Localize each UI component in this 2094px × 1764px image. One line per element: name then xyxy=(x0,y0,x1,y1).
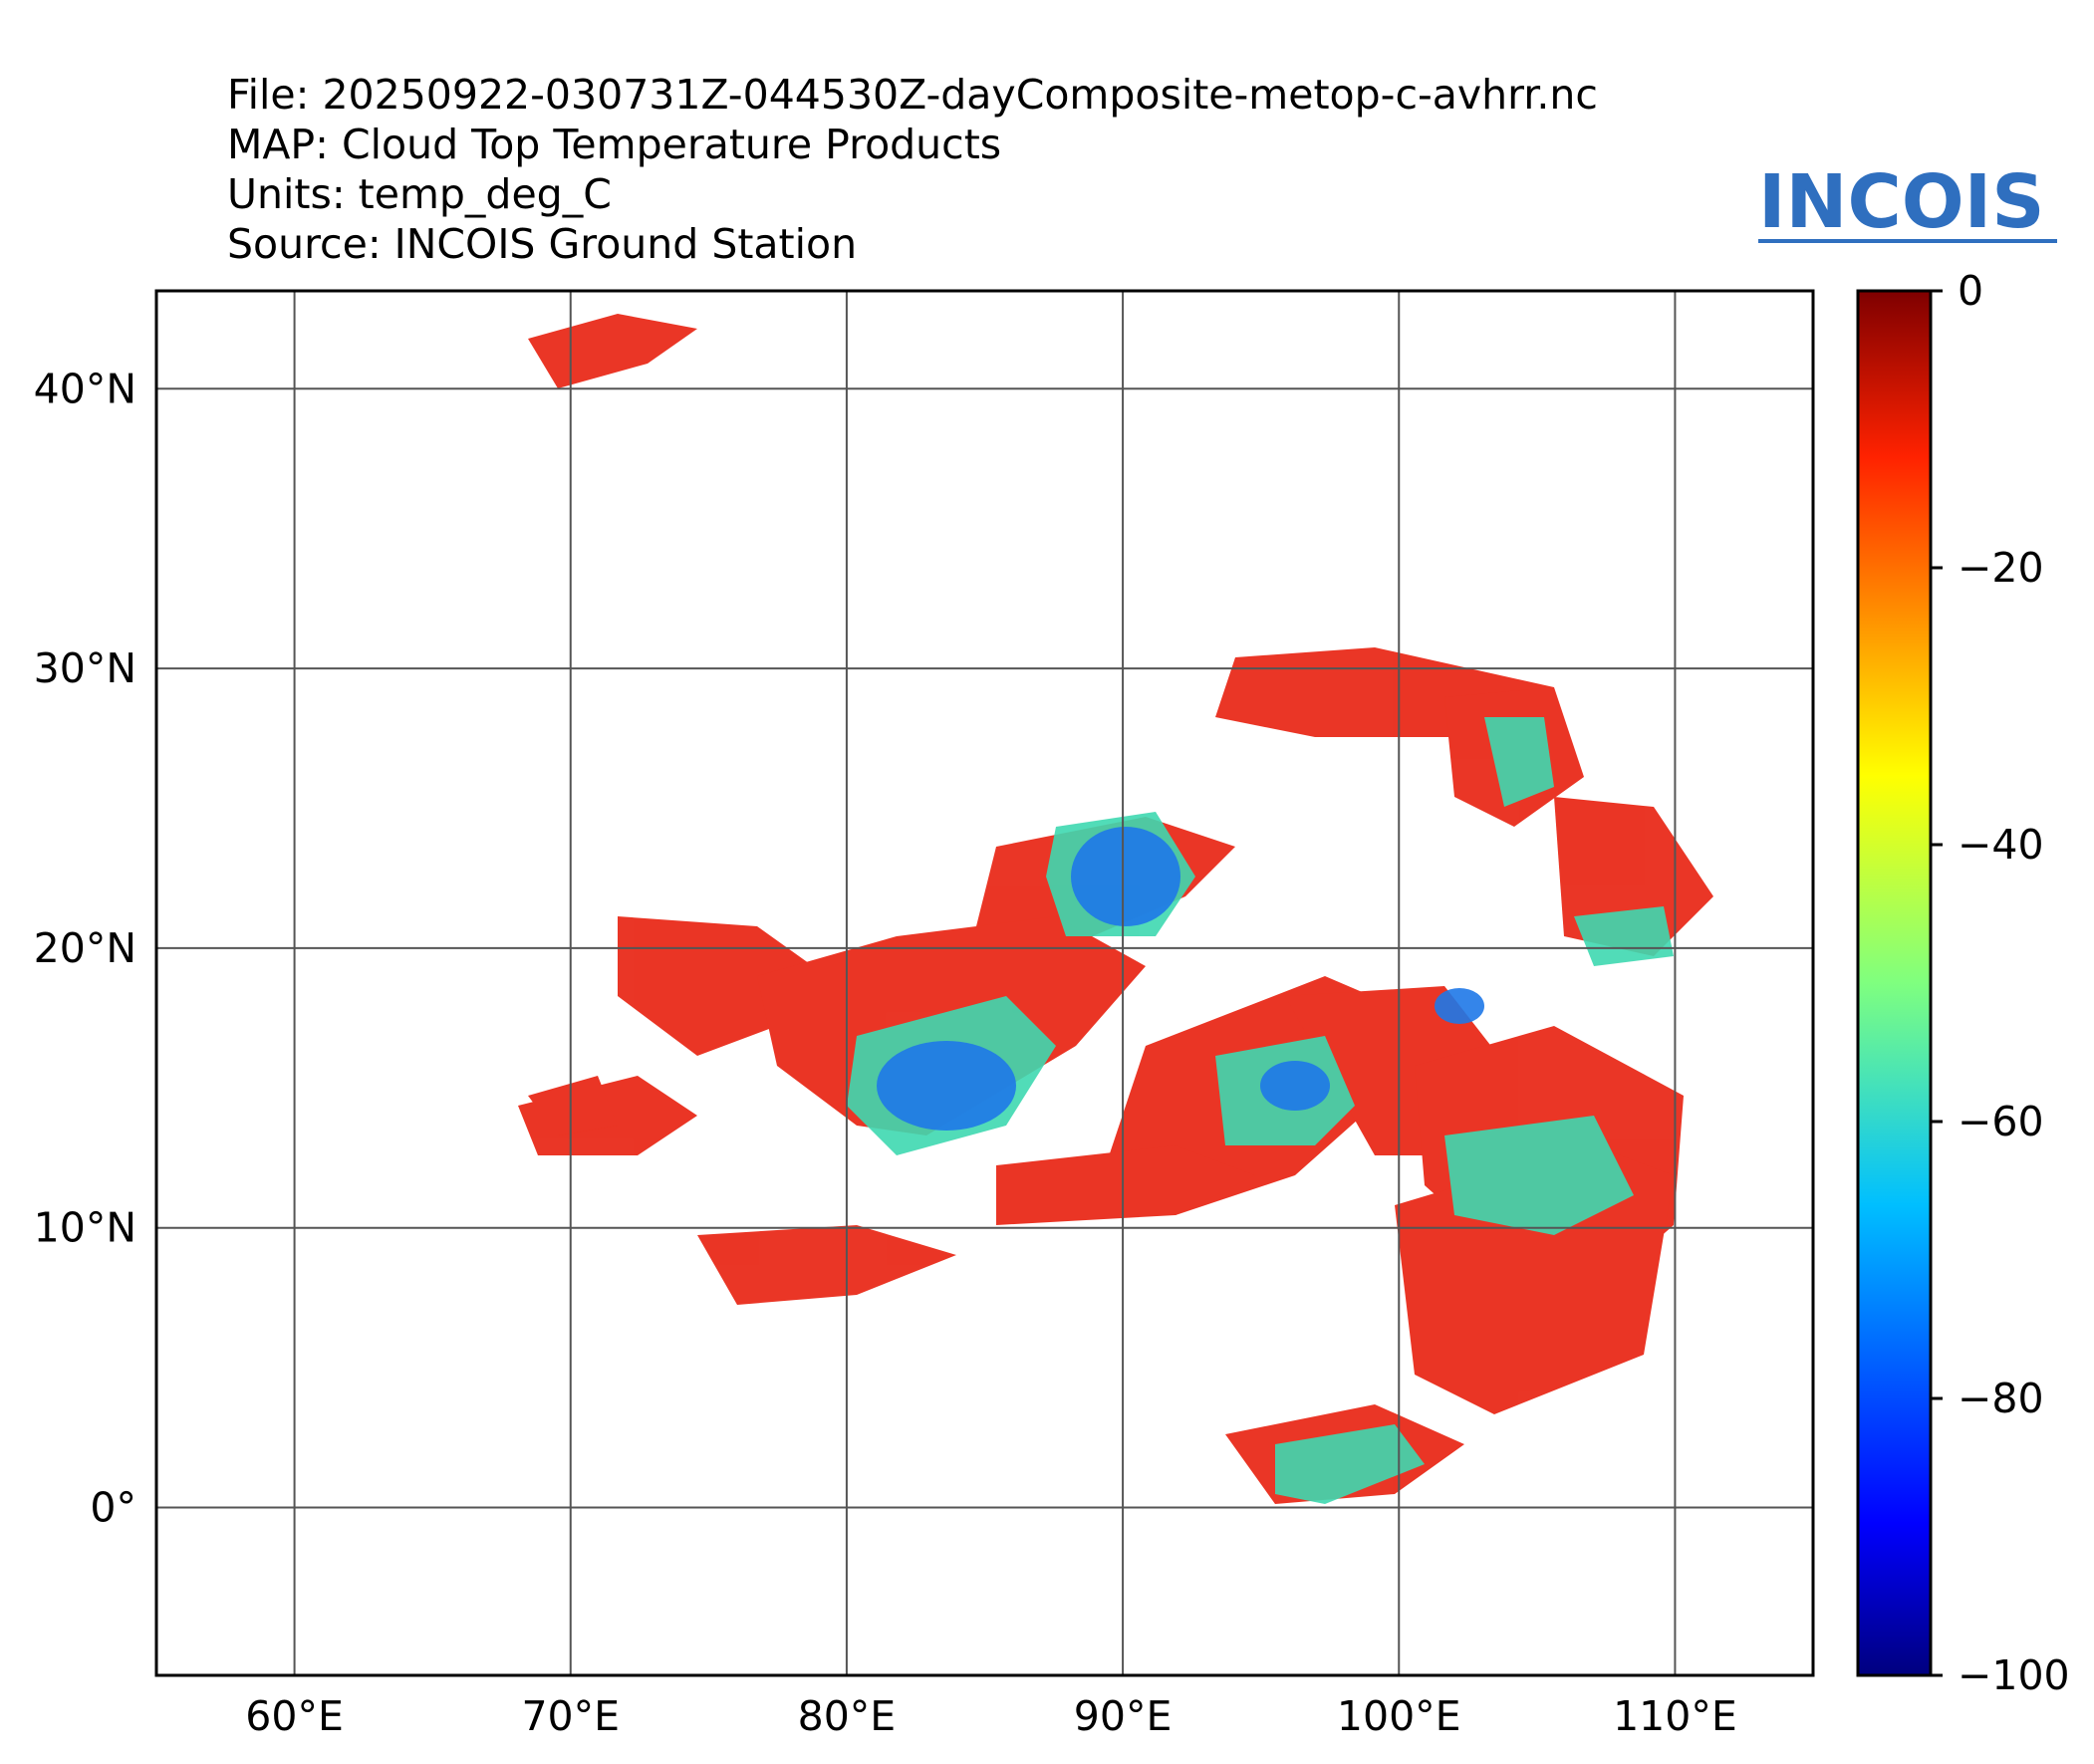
grid-lines xyxy=(156,291,1813,1675)
lon-tick-label: 110°E xyxy=(1613,1692,1737,1740)
lon-tick-label: 100°E xyxy=(1337,1692,1461,1740)
units-label: Units: temp_deg_C xyxy=(227,170,612,218)
lat-tick-label: 0° xyxy=(90,1484,136,1532)
colorbar-tick-label: −80 xyxy=(1958,1375,2044,1422)
latitude-ticks: 40°N 30°N 20°N 10°N 0° xyxy=(34,365,136,1531)
longitude-ticks: 60°E 70°E 80°E 90°E 100°E 110°E xyxy=(245,1692,1736,1740)
colorbar-ticks: 0 −20 −40 −60 −80 −100 xyxy=(1931,267,2070,1699)
header: File: 20250922-030731Z-044530Z-dayCompos… xyxy=(227,70,1598,269)
lon-tick-label: 80°E xyxy=(798,1692,897,1740)
lon-tick-label: 70°E xyxy=(521,1692,620,1740)
map-frame xyxy=(154,289,1815,1677)
colorbar xyxy=(1856,289,1933,1677)
colorbar-tick-label: −60 xyxy=(1958,1098,2044,1145)
coldest-cores xyxy=(877,827,1484,1131)
colorbar-tick-label: −20 xyxy=(1958,544,2044,592)
colorbar-tick-label: −100 xyxy=(1958,1651,2070,1699)
colorbar-tick-label: 0 xyxy=(1958,267,1983,315)
map-title: MAP: Cloud Top Temperature Products xyxy=(227,121,1002,168)
lat-tick-label: 40°N xyxy=(34,365,136,412)
colorbar-tick-label: −40 xyxy=(1958,821,2044,869)
source-label: Source: INCOIS Ground Station xyxy=(227,220,858,268)
lat-tick-label: 10°N xyxy=(34,1204,136,1252)
lon-tick-label: 90°E xyxy=(1074,1692,1173,1740)
file-title: File: 20250922-030731Z-044530Z-dayCompos… xyxy=(227,71,1598,119)
cloud-layer xyxy=(518,314,1713,1504)
lat-tick-label: 20°N xyxy=(34,924,136,972)
incois-logo: INCOIS xyxy=(1758,159,2057,245)
logo-text: INCOIS xyxy=(1758,159,2045,245)
lon-tick-label: 60°E xyxy=(245,1692,344,1740)
lat-tick-label: 30°N xyxy=(34,644,136,692)
